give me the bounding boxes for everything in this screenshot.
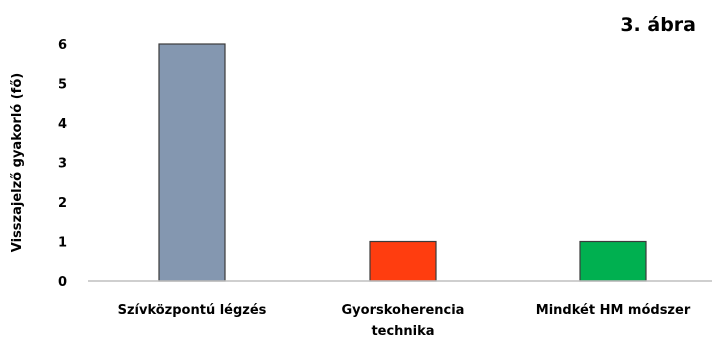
category-label-3-line-1: Mindkét HM módszer [536,303,691,318]
y-axis-title-group: Visszajelző gyakorló (fő) [10,73,25,252]
category-label-2-line-2: technika [371,324,434,339]
y-tick-label-4: 4 [58,117,67,132]
category-label-1-line-1: Szívközpontú légzés [118,303,267,318]
category-label-2-line-1: Gyorskoherencia [342,303,465,318]
y-tick-label-1: 1 [58,236,67,251]
y-axis-ticks: 0 1 2 3 4 5 6 [58,38,67,290]
figure-label: 3. ábra [620,14,696,36]
bar-2 [369,240,437,282]
y-tick-label-6: 6 [58,38,67,53]
category-label-1: Szívközpontú légzés [118,303,267,318]
category-labels: Szívközpontú légzés Gyorskoherencia techni… [118,303,691,339]
category-label-3: Mindkét HM módszer [536,303,691,318]
category-label-2: Gyorskoherencia technika [342,303,465,339]
y-tick-label-3: 3 [58,157,67,172]
y-tick-label-0: 0 [58,275,67,290]
y-tick-label-5: 5 [58,78,67,93]
y-axis-title: Visszajelző gyakorló (fő) [10,73,25,252]
y-tick-label-2: 2 [58,196,67,211]
bar-1 [158,43,226,282]
bars [158,43,647,282]
bar-3 [579,240,647,282]
